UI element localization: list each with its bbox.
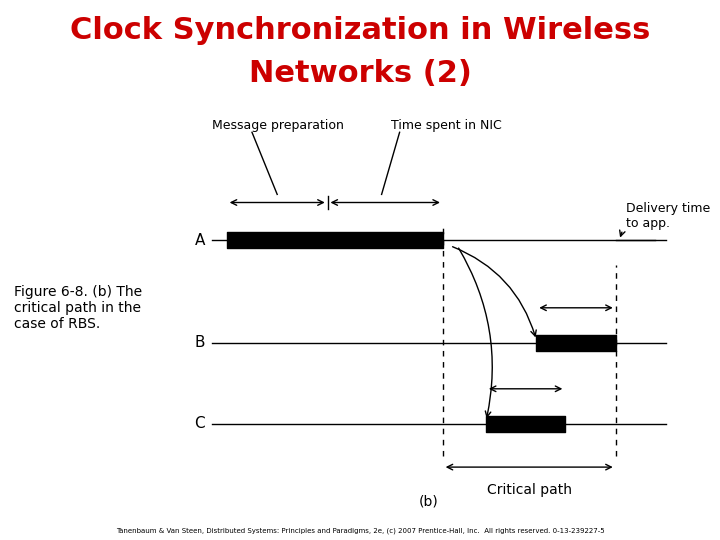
Text: B: B bbox=[194, 335, 205, 350]
Text: Networks (2): Networks (2) bbox=[248, 59, 472, 89]
Text: A: A bbox=[195, 233, 205, 248]
Text: Tanenbaum & Van Steen, Distributed Systems: Principles and Paradigms, 2e, (c) 20: Tanenbaum & Van Steen, Distributed Syste… bbox=[116, 527, 604, 534]
Text: (b): (b) bbox=[418, 494, 438, 508]
Text: Clock Synchronization in Wireless: Clock Synchronization in Wireless bbox=[70, 16, 650, 45]
Text: Critical path: Critical path bbox=[487, 483, 572, 497]
FancyArrowPatch shape bbox=[459, 248, 492, 417]
Text: C: C bbox=[194, 416, 205, 431]
Text: Figure 6-8. (b) The
critical path in the
case of RBS.: Figure 6-8. (b) The critical path in the… bbox=[14, 285, 143, 331]
FancyArrowPatch shape bbox=[453, 247, 536, 336]
Text: Time spent in NIC: Time spent in NIC bbox=[391, 119, 502, 132]
Text: Message preparation: Message preparation bbox=[212, 119, 344, 132]
Text: Delivery time
to app.: Delivery time to app. bbox=[626, 202, 711, 230]
